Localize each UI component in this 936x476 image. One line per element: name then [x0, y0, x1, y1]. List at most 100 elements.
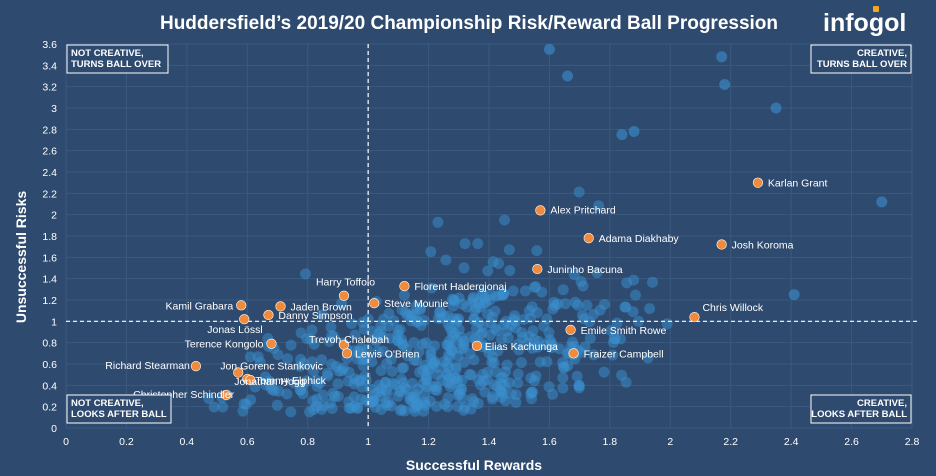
y-tick-label: 0.2 — [42, 402, 57, 414]
y-axis-label: Unsuccessful Risks — [13, 191, 29, 323]
league-point — [487, 256, 499, 268]
player-point — [532, 263, 543, 275]
x-axis-ticks: 0 0.2 0.4 0.6 0.8 1 1.2 1.4 1.6 1.8 2 2.2 2.4 2.6 2.8 — [63, 436, 919, 448]
league-point — [581, 299, 593, 311]
quadrant-box — [810, 44, 912, 74]
league-point — [285, 339, 297, 351]
league-point — [414, 366, 426, 378]
league-point — [238, 398, 250, 410]
league-point — [431, 369, 443, 380]
league-point — [397, 340, 409, 351]
league-point — [573, 186, 585, 198]
league-point — [244, 351, 256, 363]
league-point — [447, 331, 458, 343]
league-point — [452, 401, 464, 412]
y-axis-ticks: 0 0.2 0.4 0.6 0.8 1 1.2 1.4 1.6 1.8 2 2.2 2.4 2.6 2.8 3… — [42, 39, 57, 435]
league-point — [609, 333, 621, 345]
league-point — [456, 374, 468, 386]
league-point — [543, 381, 555, 393]
player-point — [752, 177, 764, 188]
player-label: Danny Simpson — [278, 310, 352, 322]
y-tick-label: 0.8 — [42, 338, 57, 350]
league-point — [316, 309, 328, 321]
league-point — [373, 386, 385, 398]
league-point — [444, 381, 456, 393]
league-point — [268, 385, 280, 397]
league-point — [468, 354, 480, 366]
league-point — [770, 102, 782, 114]
league-point — [326, 403, 338, 414]
league-point — [217, 401, 229, 413]
player-label: Chris Willock — [702, 302, 763, 314]
league-point — [438, 356, 450, 368]
league-point — [543, 43, 555, 55]
league-point — [515, 357, 527, 368]
league-point — [510, 389, 522, 401]
league-point — [591, 267, 603, 279]
league-point — [417, 338, 429, 350]
league-point — [490, 366, 501, 378]
player-label: Kamil Grabara — [166, 300, 234, 312]
league-point — [519, 285, 531, 297]
league-point — [530, 281, 542, 293]
league-point — [552, 298, 564, 310]
league-point — [584, 316, 596, 328]
quadrant-labels: NOT CREATIVE,TURNS BALL OVER CREATIVE,TUR… — [66, 44, 912, 424]
x-tick-label: 0.6 — [240, 436, 255, 448]
player-label: Richard Stearman — [105, 360, 190, 372]
league-point — [572, 299, 584, 311]
player-label: Jonas Lössl — [207, 324, 262, 336]
x-tick-label: 1.8 — [603, 436, 618, 448]
league-point — [392, 390, 404, 402]
x-tick-label: 2.8 — [905, 436, 920, 448]
y-tick-label: 1 — [51, 316, 57, 328]
x-tick-label: 2.4 — [784, 436, 799, 448]
y-tick-label: 3.6 — [42, 39, 57, 51]
league-point — [306, 324, 318, 336]
player-label: Harry Toffolo — [316, 277, 375, 289]
player-point — [535, 205, 546, 216]
league-point — [571, 370, 583, 382]
league-points — [203, 43, 888, 418]
player-point — [275, 301, 286, 312]
player-point — [399, 281, 410, 292]
league-point — [388, 315, 400, 327]
league-point — [353, 345, 365, 357]
league-point — [419, 397, 431, 409]
player-point — [245, 374, 256, 386]
y-tick-label: 1.8 — [42, 231, 57, 243]
league-point — [425, 246, 437, 258]
league-point — [386, 365, 398, 377]
league-point — [562, 70, 574, 82]
league-point — [497, 372, 509, 383]
x-tick-label: 0.2 — [119, 436, 134, 448]
league-point — [455, 331, 467, 343]
y-tick-label: 0.6 — [42, 359, 57, 371]
quadrant-top-left: NOT CREATIVE,TURNS BALL OVER — [66, 44, 169, 74]
quadrant-text: TURNS BALL OVER — [817, 59, 907, 70]
quadrant-box — [810, 394, 912, 424]
x-tick-label: 1.6 — [542, 436, 557, 448]
league-point — [588, 349, 600, 361]
player-point — [689, 311, 700, 323]
league-point — [368, 395, 380, 407]
league-point — [271, 399, 283, 411]
league-point — [628, 125, 640, 137]
league-point — [628, 274, 640, 286]
league-point — [259, 371, 271, 383]
x-tick-label: 0 — [63, 436, 69, 448]
league-point — [366, 356, 378, 368]
league-point — [282, 353, 293, 365]
player-point — [568, 348, 579, 359]
quadrant-text: CREATIVE, — [857, 48, 907, 59]
y-tick-label: 1.6 — [42, 252, 57, 264]
league-point — [411, 355, 423, 367]
league-point — [523, 305, 535, 317]
league-point — [502, 332, 514, 344]
league-point — [557, 357, 569, 369]
league-point — [398, 289, 410, 301]
league-point — [523, 330, 535, 342]
league-point — [328, 331, 340, 343]
league-point — [492, 345, 504, 357]
chart-title: Huddersfield’s 2019/20 Championship Risk… — [160, 13, 778, 34]
